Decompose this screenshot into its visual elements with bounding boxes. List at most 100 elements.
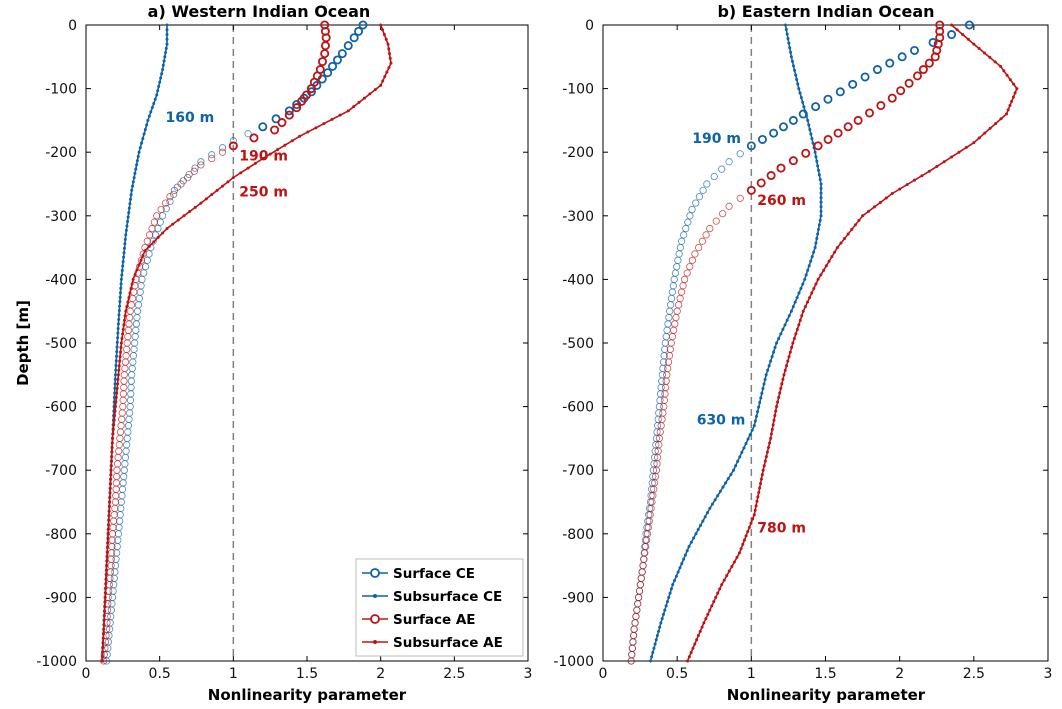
data-point [769, 128, 779, 138]
data-point [100, 657, 108, 665]
x-tick-label: 2 [376, 666, 385, 682]
y-tick-label: -800 [45, 527, 77, 543]
data-point [713, 498, 717, 502]
data-point [109, 473, 113, 477]
data-point [660, 396, 669, 404]
data-point [781, 327, 785, 331]
data-point [680, 275, 689, 283]
data-point [108, 549, 116, 557]
data-point [924, 58, 934, 68]
data-point [111, 427, 115, 431]
data-point [751, 517, 755, 521]
data-point [777, 396, 781, 400]
data-point [115, 350, 119, 354]
data-point [957, 150, 961, 154]
y-tick-label: -500 [562, 336, 594, 352]
data-point [106, 527, 110, 531]
data-point [683, 553, 687, 557]
data-point [819, 214, 823, 218]
data-point [786, 359, 790, 363]
data-point [115, 340, 119, 344]
data-point [634, 600, 642, 608]
data-point [115, 345, 119, 349]
data-point [116, 327, 120, 331]
data-point [152, 240, 156, 244]
data-point [114, 359, 118, 363]
data-point [113, 472, 121, 481]
data-point [111, 436, 115, 440]
data-point [766, 445, 770, 449]
data-point [302, 90, 312, 100]
data-point [692, 536, 696, 540]
data-point [646, 498, 655, 506]
y-tick-label: -1000 [36, 654, 77, 670]
data-point [661, 339, 669, 347]
data-point [221, 184, 225, 188]
data-point [328, 61, 338, 71]
data-point [761, 387, 765, 391]
data-point [628, 644, 636, 652]
data-point [112, 423, 116, 427]
data-point [387, 66, 391, 70]
data-point [950, 155, 954, 159]
data-point [108, 530, 117, 538]
data-point [121, 453, 130, 462]
data-point [810, 137, 814, 141]
data-point [165, 42, 169, 46]
data-point [382, 33, 386, 37]
data-point [115, 523, 123, 532]
data-point [853, 223, 857, 227]
data-point [773, 414, 777, 418]
data-point [123, 339, 131, 347]
data-point [771, 423, 775, 427]
data-point [799, 286, 803, 290]
data-point [664, 320, 672, 328]
data-point [718, 165, 726, 173]
data-point [685, 549, 689, 553]
data-point [258, 122, 268, 132]
data-point [667, 294, 676, 303]
data-point [231, 176, 235, 180]
data-point [816, 232, 820, 236]
data-point [379, 23, 383, 27]
data-point [791, 341, 795, 345]
data-point [1008, 78, 1012, 82]
data-point [102, 618, 106, 622]
data-point [127, 211, 131, 215]
data-point [126, 307, 134, 315]
data-point [127, 206, 131, 210]
data-point [663, 371, 671, 379]
data-point [783, 23, 787, 27]
data-point [930, 52, 940, 62]
x-tick-label: 0 [82, 666, 91, 682]
data-point [815, 159, 819, 163]
data-point [675, 301, 683, 309]
data-point [744, 534, 748, 538]
data-point [143, 127, 147, 131]
data-point [109, 523, 117, 532]
data-point [808, 127, 812, 131]
data-point [332, 55, 342, 65]
data-point [785, 364, 789, 368]
data-point [152, 101, 156, 105]
data-point [190, 167, 198, 175]
data-point [887, 93, 897, 103]
x-axis-title: Nonlinearity parameter [727, 686, 926, 704]
data-point [729, 472, 733, 476]
data-point [357, 100, 361, 104]
data-point [191, 164, 199, 172]
y-tick-label: -200 [45, 145, 77, 161]
data-point [977, 136, 981, 140]
data-point [730, 565, 734, 569]
data-point [714, 595, 718, 599]
data-point [648, 498, 656, 506]
data-point [124, 228, 128, 232]
legend-swatch-marker [373, 594, 377, 598]
data-point [660, 402, 668, 411]
data-point [249, 133, 259, 143]
panel-title: b) Eastern Indian Ocean [717, 2, 934, 21]
data-point [636, 581, 644, 589]
data-point [119, 286, 123, 290]
data-point [306, 84, 316, 94]
data-point [819, 191, 823, 195]
